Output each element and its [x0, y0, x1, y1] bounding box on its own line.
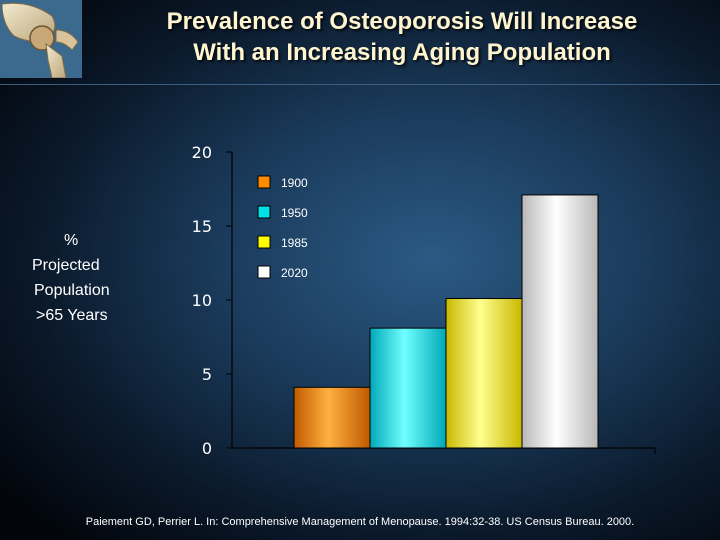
- y-tick-label: 15: [192, 217, 212, 236]
- slide-title: Prevalence of Osteoporosis Will Increase…: [92, 6, 712, 68]
- legend-label-1950: 1950: [281, 206, 308, 220]
- legend-swatch-1900: [257, 175, 271, 189]
- legend-swatch-1985: [257, 235, 271, 249]
- bar-1900: [293, 386, 371, 449]
- hip-joint-bone-icon: [0, 0, 82, 79]
- y-tick-label: 10: [192, 291, 212, 310]
- y-tick-label: 0: [202, 439, 212, 458]
- title-line-2: With an Increasing Aging Population: [193, 39, 611, 66]
- title-divider: [0, 84, 720, 85]
- legend-label-1900: 1900: [281, 176, 308, 190]
- y-axis-label-line: %: [64, 232, 79, 249]
- citation-footer: Paiement GD, Perrier L. In: Comprehensiv…: [85, 516, 635, 528]
- legend-label-2020: 2020: [281, 266, 308, 280]
- y-axis-label: % Projected Population >65 Years: [22, 228, 132, 328]
- title-line-1: Prevalence of Osteoporosis Will Increase: [166, 8, 638, 35]
- y-axis-label-line: Population: [34, 282, 110, 299]
- bar-1950: [369, 327, 447, 449]
- bar-2020: [521, 194, 599, 449]
- y-tick-label: 5: [202, 365, 212, 384]
- y-tick-label: 20: [192, 143, 212, 162]
- bar-1985: [445, 298, 523, 449]
- legend-label-1985: 1985: [281, 236, 308, 250]
- legend-swatch-1950: [257, 205, 271, 219]
- y-axis-label-line: Projected: [32, 257, 100, 274]
- legend-swatch-2020: [257, 265, 271, 279]
- y-axis-label-line: >65 Years: [36, 307, 108, 324]
